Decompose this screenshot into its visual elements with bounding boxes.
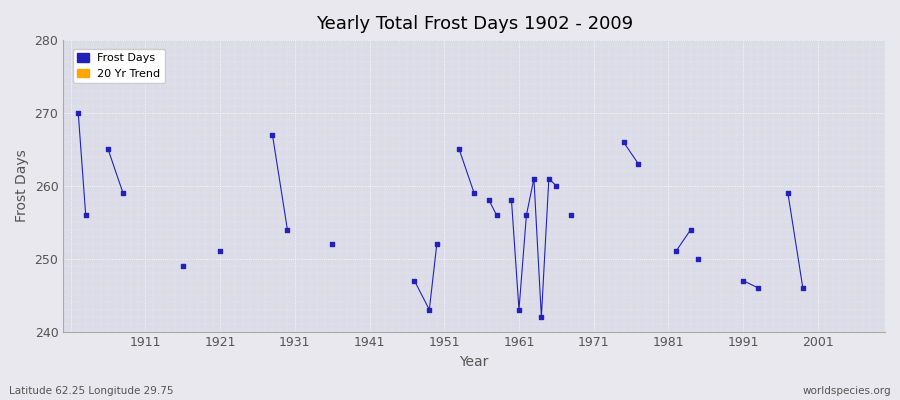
Point — [71, 110, 86, 116]
Point — [669, 248, 683, 255]
Point — [796, 285, 810, 291]
Title: Yearly Total Frost Days 1902 - 2009: Yearly Total Frost Days 1902 - 2009 — [316, 15, 633, 33]
Point — [482, 197, 496, 204]
Point — [407, 277, 421, 284]
Point — [564, 212, 579, 218]
Point — [535, 314, 549, 320]
Point — [549, 183, 563, 189]
Point — [467, 190, 482, 196]
Y-axis label: Frost Days: Frost Days — [15, 150, 29, 222]
Point — [691, 256, 706, 262]
Point — [266, 132, 280, 138]
Point — [526, 175, 541, 182]
Point — [684, 226, 698, 233]
Point — [213, 248, 228, 255]
Point — [504, 197, 518, 204]
X-axis label: Year: Year — [460, 355, 489, 369]
Point — [101, 146, 115, 153]
Point — [429, 241, 444, 247]
Point — [78, 212, 93, 218]
Point — [422, 306, 436, 313]
Point — [116, 190, 130, 196]
Point — [519, 212, 534, 218]
Text: Latitude 62.25 Longitude 29.75: Latitude 62.25 Longitude 29.75 — [9, 386, 174, 396]
Point — [512, 306, 526, 313]
Point — [616, 139, 631, 145]
Point — [176, 263, 190, 269]
Text: worldspecies.org: worldspecies.org — [803, 386, 891, 396]
Point — [780, 190, 795, 196]
Point — [542, 175, 556, 182]
Point — [325, 241, 339, 247]
Point — [452, 146, 466, 153]
Point — [631, 161, 645, 167]
Point — [280, 226, 294, 233]
Point — [490, 212, 504, 218]
Point — [751, 285, 765, 291]
Point — [736, 277, 751, 284]
Legend: Frost Days, 20 Yr Trend: Frost Days, 20 Yr Trend — [73, 48, 165, 83]
